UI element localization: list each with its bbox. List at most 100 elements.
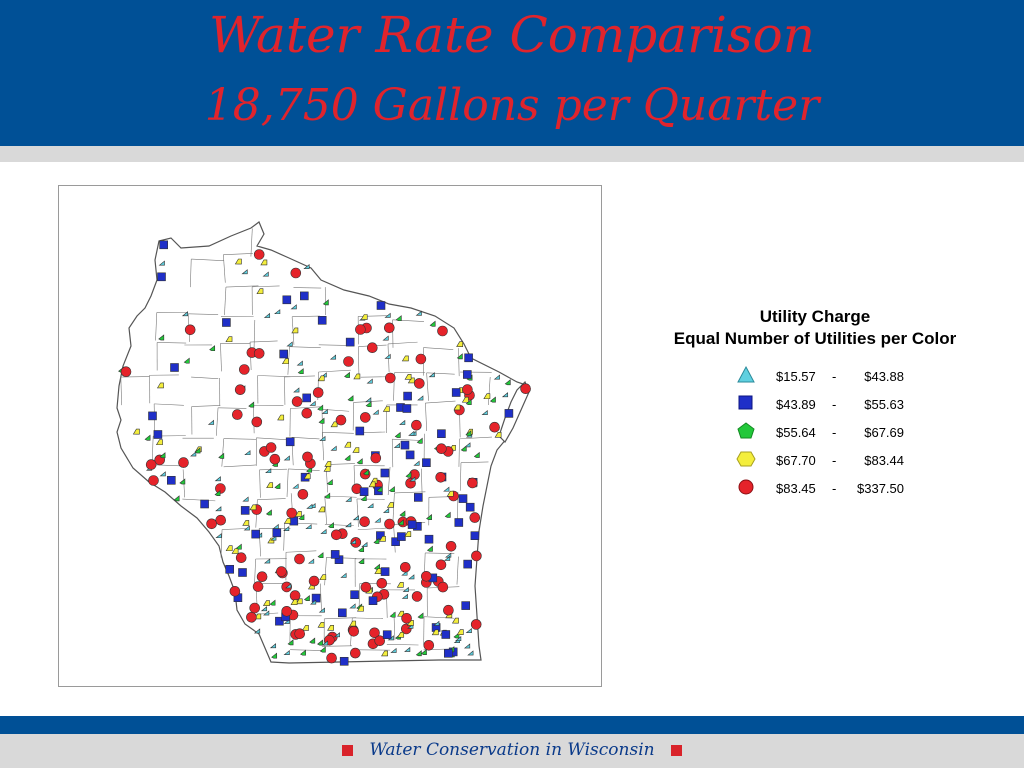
square-utility-marker [359,487,369,497]
pentagon-utility-marker [322,299,329,306]
pentagon-utility-marker [287,639,294,646]
county-boundary [120,376,150,378]
legend-separator: - [832,397,837,412]
square-utility-marker [282,295,292,305]
circle-utility-marker [360,581,372,593]
county-boundary [387,467,391,496]
county-boundary [157,342,187,344]
legend-title-line1: Utility Charge [759,307,871,326]
county-boundary [488,376,491,406]
square-utility-marker [437,429,446,438]
circle-utility-marker [376,577,388,589]
circle-utility-marker [489,421,500,433]
county-boundary [425,552,455,554]
triangle-utility-marker [307,558,315,564]
pentagon-utility-marker [415,650,422,657]
wisconsin-map [116,221,531,666]
triangle-utility-marker [352,515,359,521]
circle-utility-marker [286,507,297,519]
hexagon-utility-marker [456,629,464,635]
circle-utility-marker [265,442,277,453]
circle-utility-marker [370,452,382,464]
square-utility-marker [464,353,473,363]
circle-utility-marker [330,529,342,541]
circle-utility-marker [520,383,531,394]
hexagon-utility-marker [378,535,386,542]
hexagon-utility-marker [225,336,233,343]
hexagon-utility-marker [451,617,459,624]
triangle-utility-marker [443,555,451,561]
square-utility-marker [470,531,480,541]
hexagon-utility-marker [396,581,404,588]
pentagon-icon [737,422,755,439]
hexagon-utility-marker [349,620,357,627]
triangle-utility-marker [404,646,411,652]
slide-footer: Water Conservation in Wisconsin [0,734,1024,768]
county-boundary [352,617,383,619]
square-utility-marker [441,630,451,639]
circle-utility-marker [276,566,287,577]
circle-utility-marker [423,639,435,651]
pentagon-utility-marker [209,345,216,352]
county-boundary [220,343,222,372]
square-utility-marker [240,506,250,515]
county-boundary [322,431,354,434]
triangle-utility-marker [285,583,292,589]
square-utility-marker [443,648,453,658]
county-boundary [356,498,359,527]
county-boundary [391,439,394,468]
legend-low-value: $83.45 [776,481,816,496]
triangle-utility-marker [413,460,420,466]
triangle-utility-marker [293,387,300,393]
county-boundary [191,376,219,379]
pentagon-utility-marker [360,495,367,502]
pentagon-utility-marker [183,357,190,364]
triangle-utility-marker [321,408,328,414]
square-utility-marker [391,537,400,547]
county-boundary [318,369,351,373]
legend-low-value: $55.64 [776,425,816,440]
circle-utility-marker [443,604,454,616]
hexagon-utility-marker [266,482,274,489]
triangle-utility-marker [464,442,471,448]
circle-utility-marker [232,409,243,420]
hexagon-utility-marker [277,414,285,421]
hexagon-utility-marker [446,490,454,497]
square-utility-marker [222,318,231,327]
circle-utility-marker [437,581,449,593]
county-boundary [460,461,489,464]
circle-utility-marker [411,591,423,602]
hexagon-utility-marker [397,631,405,638]
hexagon-utility-marker [260,259,268,266]
square-utility-marker [382,630,392,640]
circle-utility-marker [291,396,303,407]
pentagon-utility-marker [144,434,151,441]
triangle-utility-marker [321,640,329,646]
county-boundary [254,558,256,588]
pentagon-utility-marker [214,489,221,496]
triangle-utility-marker [283,649,290,655]
county-boundary [222,528,250,530]
circle-utility-marker [256,571,268,583]
pentagon-utility-marker [248,401,255,408]
county-boundary [324,495,327,525]
square-utility-marker [424,534,434,544]
circle-utility-marker [415,353,427,365]
triangle-utility-marker [382,507,390,513]
pentagon-utility-marker [473,451,480,458]
hexagon-utility-marker [249,504,257,511]
circle-utility-marker [253,249,265,260]
square-utility-marker [339,656,349,666]
triangle-utility-marker [349,538,357,544]
pentagon-utility-marker [504,379,511,386]
pentagon-utility-marker [265,509,272,516]
county-boundary [250,340,278,343]
square-bullet-icon [342,744,354,756]
county-boundary [324,617,357,620]
square-utility-marker [317,316,327,325]
square-utility-marker [397,532,406,541]
hexagon-utility-marker [303,473,311,480]
square-utility-marker [153,430,163,439]
triangle-utility-marker [384,353,391,359]
hexagon-utility-marker [262,600,270,606]
